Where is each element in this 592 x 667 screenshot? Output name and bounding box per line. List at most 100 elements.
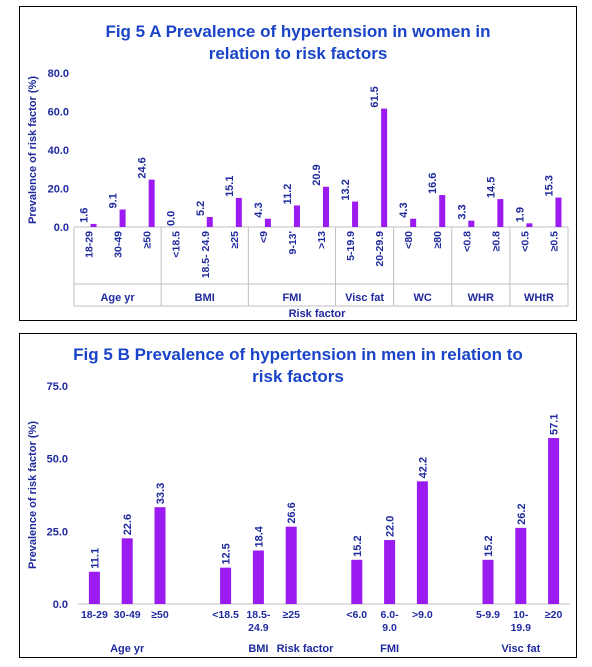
category-tick-label: ≥20 [545,609,563,621]
category-tick-label: ≥80 [432,231,444,249]
bar [352,201,359,227]
data-label: 33.3 [155,483,167,504]
data-label: 5.2 [195,201,207,216]
bar [482,559,494,604]
bar [468,220,475,227]
category-tick-label: 5-19.9 [345,231,357,261]
data-label: 42.2 [417,457,429,478]
category-tick-label: 10- [513,609,529,621]
category-tick-label: ≥25 [229,231,241,249]
data-label: 1.9 [514,207,526,222]
category-tick-label: <0.5 [519,231,531,252]
bar [293,205,300,227]
data-label: 26.2 [516,503,528,524]
y-tick-label: 25.0 [47,526,68,538]
data-label: 24.6 [137,157,149,178]
category-tick-label: 5-9.9 [476,609,500,621]
category-tick-label: ≥0.5 [548,231,560,252]
data-label: 18.4 [253,525,265,547]
category-tick-label: 30-49 [113,231,125,258]
bar [555,197,562,227]
category-tick-label: 19.9 [511,622,532,634]
group-label: WHR [468,292,494,304]
data-label: 1.6 [79,208,91,223]
y-axis-title: Prevalence of risk factor (%) [27,421,39,569]
data-label: 22.6 [122,514,134,535]
category-tick-label: ≥50 [142,231,154,249]
y-tick-label: 75.0 [47,381,68,393]
bar [264,218,271,227]
category-tick-label: 18-29 [81,609,108,621]
bar [439,195,446,227]
chart-plot-men: 0.0 25.0 50.0 75.0 Prevalence of risk factor… [27,381,570,655]
data-label: 57.1 [549,414,561,435]
category-tick-label: ≥50 [151,609,169,621]
bar [88,571,100,604]
data-label: 4.3 [253,202,265,217]
category-tick-label: 20-29.9 [374,231,386,267]
group-label: WHtR [524,292,554,304]
data-label: 11.1 [89,548,101,569]
chart-title: Fig 5 B Prevalence of hypertension in me… [20,344,576,388]
category-tick-label: ≥25 [282,609,300,621]
y-tick-label: 0.0 [54,222,69,234]
group-label: WC [414,292,432,304]
bar [384,540,396,604]
bar [252,550,264,604]
data-label: 11.2 [282,184,294,205]
bar [235,197,242,227]
y-tick-label: 50.0 [47,454,68,466]
chart-plot-women: 0.0 20.0 40.0 60.0 80.0 Prevalence of risk fa… [27,68,569,320]
category-tick-label: >13 [316,231,328,249]
category-tick-label: <18.5 [171,231,183,258]
group-label: Visc fat [501,643,540,655]
chart-title-line-2: risk factors [252,367,344,386]
data-label: 15.2 [352,535,364,556]
chart-panel-men: Fig 5 B Prevalence of hypertension in me… [19,333,577,658]
category-tick-label: <80 [403,231,415,249]
y-tick-label: 40.0 [48,145,69,157]
data-label: 12.5 [221,543,233,564]
data-label: 26.6 [286,502,298,523]
x-axis-title: Risk factor [289,308,347,320]
category-tick-label: 18.5- [246,609,270,621]
data-label: 4.3 [398,202,410,217]
category-tick-label: 9-13' [287,231,299,255]
data-label: 0.0 [166,211,178,226]
bar [410,218,417,227]
chart-title-line-1: Fig 5 B Prevalence of hypertension in me… [73,345,523,364]
y-tick-label: 60.0 [48,107,69,119]
data-label: 61.5 [369,86,381,107]
category-tick-label: 24.9 [248,622,269,634]
group-label: Age yr [100,292,135,304]
chart-title-line-2: relation to risk factors [208,44,388,63]
category-tick-label: ≥0.8 [490,231,502,252]
category-tick-label: 9.0 [382,622,397,634]
bar [515,527,527,604]
bar [497,199,504,227]
group-label: FMI [282,292,301,304]
data-label: 22.0 [385,516,397,537]
data-label: 13.2 [340,179,352,200]
bar [548,438,560,604]
bar [154,507,166,604]
category-tick-label: <0.8 [461,231,473,252]
chart-title-line-1: Fig 5 A Prevalence of hypertension in wo… [105,22,491,41]
bar [121,538,133,604]
data-label: 9.1 [108,193,120,208]
group-label: FMI [380,643,399,655]
bar [416,481,428,604]
y-tick-label: 80.0 [48,68,69,80]
bar [90,223,97,227]
data-label: 3.3 [456,204,468,219]
group-label: BMI [195,292,215,304]
group-label: Age yr [110,643,145,655]
category-tick-label: <18.5 [212,609,239,621]
x-axis-title: Risk factor [277,643,335,655]
category-tick-label: >9.0 [412,609,433,621]
bar [285,526,297,604]
y-tick-label: 20.0 [48,184,69,196]
data-label: 15.3 [543,175,555,196]
y-tick-label: 0.0 [53,599,68,611]
bar [526,223,533,227]
